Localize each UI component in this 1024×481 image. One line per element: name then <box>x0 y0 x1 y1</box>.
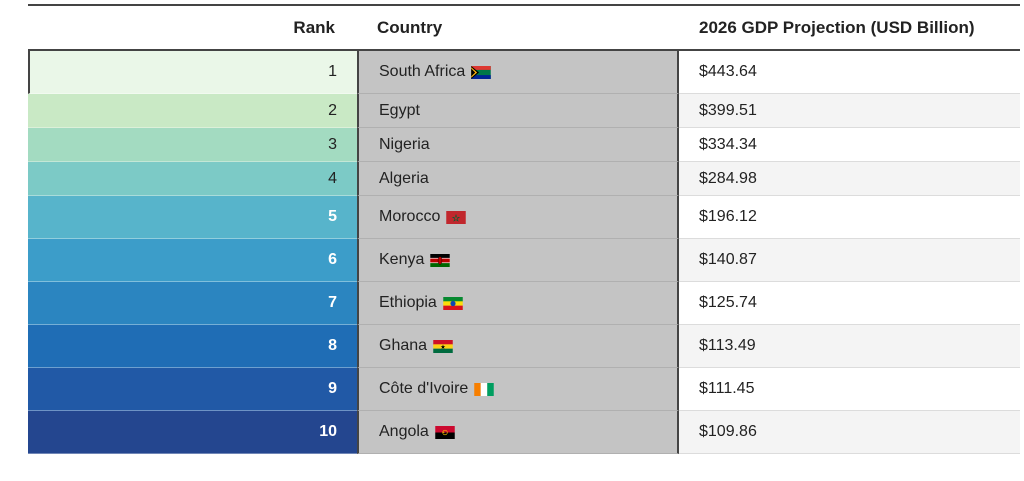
table-row: 2 Egypt $399.51 <box>28 94 1020 128</box>
table-body: 1 South Africa $443.64 2 Egypt $399.51 3 Nigeri… <box>28 51 1020 454</box>
rank-cell: 4 <box>28 162 357 196</box>
rank-cell: 7 <box>28 282 357 325</box>
country-name: Nigeria <box>379 135 430 153</box>
table-row: 9 Côte d'Ivoire $111.45 <box>28 368 1020 411</box>
gdp-table: Rank Country 2026 GDP Projection (USD Bi… <box>28 4 1020 454</box>
gdp-cell: $109.86 <box>679 411 1020 454</box>
morocco-flag-icon <box>446 210 467 224</box>
ghana-flag-icon <box>433 339 453 353</box>
country-name: Ghana <box>379 337 428 354</box>
cote-divoire-flag-icon <box>474 382 495 396</box>
country-cell: Nigeria <box>357 128 679 162</box>
rank-cell: 6 <box>28 239 357 282</box>
country-column-header[interactable]: Country <box>377 17 443 37</box>
country-cell: Côte d'Ivoire <box>357 368 679 411</box>
country-name: Algeria <box>379 169 429 187</box>
country-name: Angola <box>379 423 429 440</box>
gdp-cell: $196.12 <box>679 196 1020 239</box>
kenya-flag-icon <box>430 253 451 267</box>
table-row: 5 Morocco $196.12 <box>28 196 1020 239</box>
country-name: South Africa <box>379 63 466 80</box>
country-name: Kenya <box>379 251 425 268</box>
table-row: 1 South Africa $443.64 <box>28 51 1020 94</box>
rank-cell: 2 <box>28 94 357 128</box>
rank-cell: 5 <box>28 196 357 239</box>
rank-cell: 9 <box>28 368 357 411</box>
gdp-cell: $113.49 <box>679 325 1020 368</box>
angola-flag-icon <box>435 425 455 439</box>
gdp-cell: $125.74 <box>679 282 1020 325</box>
table-row: 7 Ethiopia $125.74 <box>28 282 1020 325</box>
south-africa-flag-icon <box>471 65 492 79</box>
country-name: Ethiopia <box>379 294 437 311</box>
gdp-cell: $399.51 <box>679 94 1020 128</box>
table-row: 4 Algeria $284.98 <box>28 162 1020 196</box>
country-cell: Morocco <box>357 196 679 239</box>
country-name: Egypt <box>379 101 420 119</box>
table-row: 8 Ghana $113.49 <box>28 325 1020 368</box>
table-row: 6 Kenya $140.87 <box>28 239 1020 282</box>
gdp-column-header[interactable]: 2026 GDP Projection (USD Billion) <box>699 17 975 37</box>
country-name: Côte d'Ivoire <box>379 380 469 397</box>
country-cell: Ethiopia <box>357 282 679 325</box>
gdp-cell: $140.87 <box>679 239 1020 282</box>
gdp-cell: $111.45 <box>679 368 1020 411</box>
table-row: 3 Nigeria $334.34 <box>28 128 1020 162</box>
rank-cell: 10 <box>28 411 357 454</box>
rank-cell: 1 <box>28 51 357 94</box>
gdp-cell: $284.98 <box>679 162 1020 196</box>
gdp-cell: $334.34 <box>679 128 1020 162</box>
rank-column-header[interactable]: Rank <box>293 17 335 37</box>
country-name: Morocco <box>379 208 441 225</box>
country-cell: Algeria <box>357 162 679 196</box>
country-cell: Kenya <box>357 239 679 282</box>
country-cell: Ghana <box>357 325 679 368</box>
ethiopia-flag-icon <box>443 296 463 310</box>
table-row: 10 Angola $109.86 <box>28 411 1020 454</box>
rank-cell: 8 <box>28 325 357 368</box>
rank-cell: 3 <box>28 128 357 162</box>
country-cell: South Africa <box>357 51 679 94</box>
gdp-cell: $443.64 <box>679 51 1020 94</box>
table-header: Rank Country 2026 GDP Projection (USD Bi… <box>28 6 1020 51</box>
country-cell: Egypt <box>357 94 679 128</box>
country-cell: Angola <box>357 411 679 454</box>
